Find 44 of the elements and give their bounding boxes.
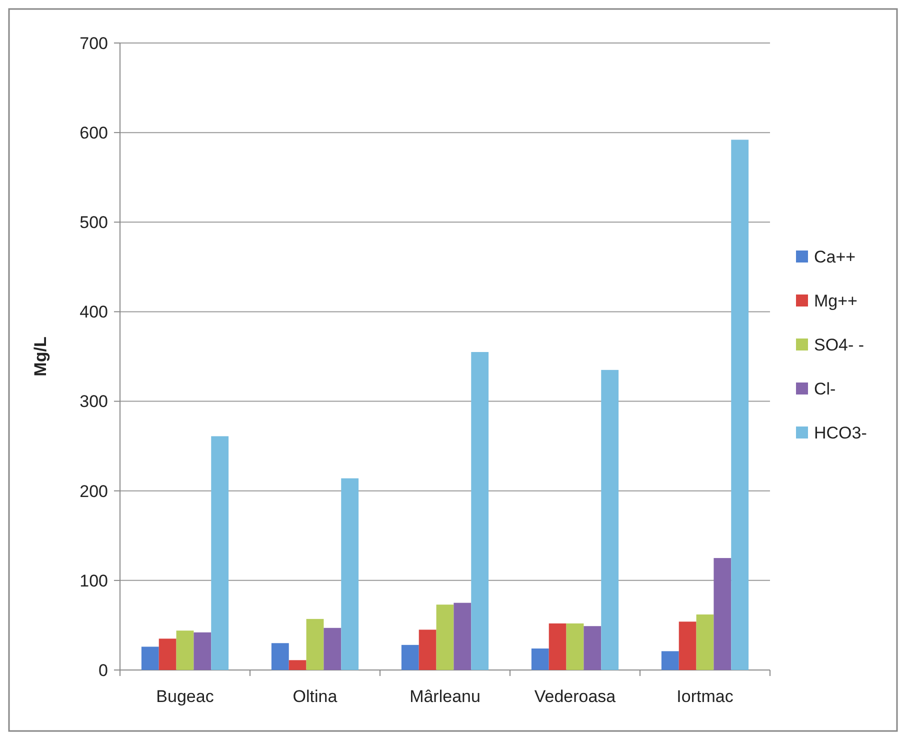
- bar: [661, 651, 679, 670]
- bar: [401, 644, 419, 670]
- y-tick-label: 400: [80, 302, 108, 322]
- bar: [341, 478, 359, 670]
- bar: [471, 352, 489, 670]
- bar: [548, 623, 566, 670]
- bar: [194, 632, 212, 670]
- bar: [678, 622, 696, 670]
- y-tick-label: 200: [80, 482, 108, 501]
- bar: [696, 614, 714, 670]
- bar: [714, 558, 732, 670]
- y-tick-label: 600: [80, 124, 108, 143]
- bar: [306, 618, 324, 670]
- legend-label: SO4- -: [814, 335, 864, 354]
- x-tick-label: Bugeac: [156, 687, 214, 706]
- bar: [324, 628, 342, 670]
- y-tick-label: 100: [80, 571, 108, 590]
- legend-label: Ca++: [814, 247, 856, 266]
- bar: [211, 436, 229, 670]
- bar: [176, 630, 194, 670]
- x-tick-label: Vederoasa: [534, 687, 616, 706]
- y-tick-label: 700: [80, 34, 108, 53]
- legend-label: Mg++: [814, 291, 858, 310]
- bar: [141, 646, 159, 670]
- bar: [288, 660, 306, 670]
- bar: [601, 370, 619, 670]
- legend-label: HCO3-: [814, 423, 867, 442]
- y-axis-title: Mg/L: [31, 336, 50, 376]
- bar: [436, 604, 454, 670]
- y-tick-label: 500: [80, 213, 108, 232]
- bar: [158, 638, 176, 670]
- x-tick-label: Iortmac: [676, 687, 734, 706]
- bar: [731, 140, 749, 670]
- bar: [271, 643, 289, 670]
- bar: [566, 623, 584, 670]
- legend-label: Cl-: [814, 379, 836, 398]
- bar: [584, 626, 602, 670]
- y-tick-label: 0: [98, 660, 108, 680]
- x-tick-label: Oltina: [292, 687, 338, 706]
- bar: [418, 630, 436, 670]
- x-tick-label: Mârleanu: [410, 687, 480, 706]
- bar: [454, 602, 472, 670]
- bar: [531, 648, 549, 670]
- y-tick-label: 300: [80, 392, 108, 412]
